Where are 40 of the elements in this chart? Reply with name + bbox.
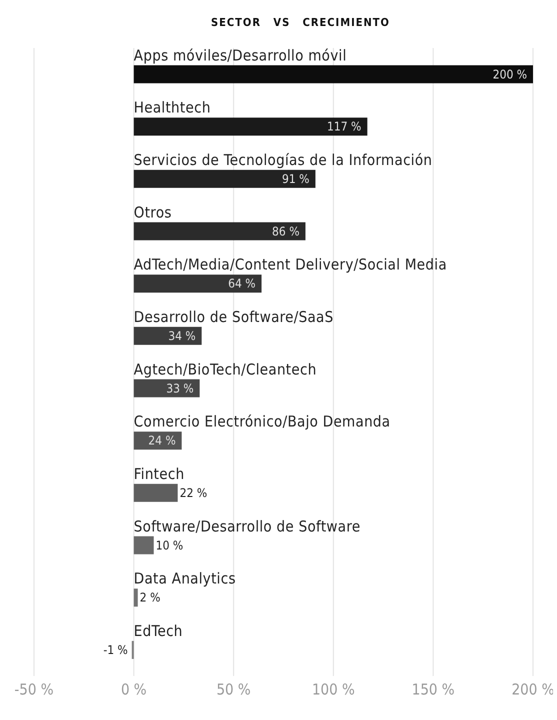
y-tick-label: Otros xyxy=(134,203,172,222)
y-tick-label: Healthtech xyxy=(134,98,211,117)
data-label: 33 % xyxy=(166,381,194,396)
data-label: -1 % xyxy=(103,642,128,657)
y-tick-label: Comercio Electrónico/Bajo Demanda xyxy=(134,412,390,431)
bar xyxy=(134,222,306,240)
data-label: 10 % xyxy=(156,538,184,552)
bar xyxy=(134,484,178,502)
data-label: 91 % xyxy=(282,172,310,186)
bar xyxy=(134,379,200,398)
bar xyxy=(134,536,154,554)
bar xyxy=(134,588,138,607)
data-label: 200 % xyxy=(492,67,527,82)
y-tick-label: Servicios de Tecnologías de la Información xyxy=(134,150,432,169)
bar xyxy=(134,274,262,293)
data-label: 2 % xyxy=(140,590,160,605)
x-tick-label: -50 % xyxy=(14,680,54,699)
y-tick-label: Data Analytics xyxy=(134,570,236,588)
y-tick-label: Fintech xyxy=(134,464,184,483)
y-tick-label: EdTech xyxy=(134,622,183,640)
x-tick-label: 150 % xyxy=(412,680,455,699)
data-label: 24 % xyxy=(148,434,176,448)
y-tick-label: AdTech/Media/Content Delivery/Social Media xyxy=(134,256,447,274)
y-tick-label: Desarrollo de Software/SaaS xyxy=(134,308,334,326)
bar xyxy=(134,170,316,188)
data-label: 34 % xyxy=(168,328,196,343)
chart-title: SECTOR VS CRECIMIENTO xyxy=(211,16,390,29)
y-tick-label: Apps móviles/Desarrollo móvil xyxy=(134,46,347,64)
data-label: 117 % xyxy=(327,120,362,134)
x-tick-label: 50 % xyxy=(216,680,251,699)
data-label: 22 % xyxy=(180,486,208,500)
bar xyxy=(134,118,368,136)
data-label: 86 % xyxy=(272,224,300,238)
y-tick-label: Software/Desarrollo de Software xyxy=(134,517,360,536)
x-tick-label: 0 % xyxy=(120,680,147,699)
y-tick-label: Agtech/BioTech/Cleantech xyxy=(134,360,317,378)
bar xyxy=(134,326,202,345)
x-tick-label: 100 % xyxy=(312,680,355,699)
data-label: 64 % xyxy=(228,276,256,291)
bar xyxy=(134,65,533,84)
